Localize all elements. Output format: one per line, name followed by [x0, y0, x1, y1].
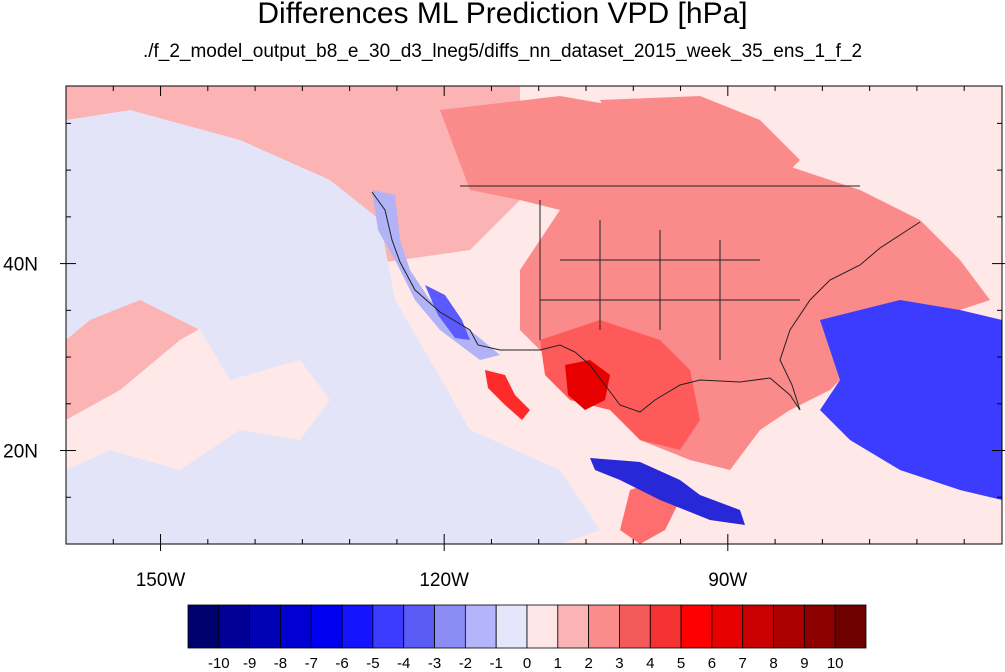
colorbar-swatch — [588, 604, 620, 649]
colorbar-swatch — [803, 604, 836, 649]
colorbar-label: -9 — [243, 655, 256, 672]
colorbar-label: 5 — [677, 655, 685, 672]
colorbar-label: -10 — [208, 655, 230, 672]
colorbar-label: -6 — [335, 655, 348, 672]
colorbar-swatch — [649, 604, 682, 649]
region-gulf-of-california-positive — [485, 370, 530, 420]
colorbar-swatch — [557, 604, 590, 649]
colorbar-label: -1 — [490, 655, 503, 672]
lat-tick-label: 20N — [3, 442, 38, 463]
colorbar-label: 9 — [800, 655, 808, 672]
colorbar-swatch — [773, 604, 805, 649]
colorbar-swatch — [680, 604, 713, 649]
colorbar-swatch — [434, 604, 466, 649]
colorbar-swatch — [341, 604, 374, 649]
map-plot-area — [66, 86, 1002, 544]
page-title: Differences ML Prediction VPD [hPa] — [257, 0, 748, 30]
colorbar-label: 0 — [523, 655, 531, 672]
page-subtitle: ./f_2_model_output_b8_e_30_d3_lneg5/diff… — [142, 41, 863, 62]
region-baja-negative — [425, 285, 470, 340]
axis-ticks — [60, 86, 1005, 551]
axis-tick-labels: 150W 120W 90W 40N 20N — [3, 255, 747, 591]
colorbar-label: 4 — [646, 655, 654, 672]
region-atlantic-negative — [820, 300, 1002, 500]
colorbar-swatch — [310, 604, 343, 649]
colorbar-label: 1 — [554, 655, 562, 672]
colorbar-swatch — [834, 604, 867, 649]
region-texas-core-positive — [565, 360, 610, 410]
colorbar-label: 7 — [739, 655, 747, 672]
lon-tick-label: 90W — [708, 570, 747, 591]
colorbar-swatch — [187, 604, 220, 649]
colorbar-swatch — [464, 604, 497, 649]
region-canada-positive — [600, 96, 800, 190]
colorbar-label: 10 — [827, 655, 844, 672]
region-west-coast-negative — [372, 190, 500, 360]
colorbar-swatch — [249, 604, 281, 649]
coastlines — [371, 185, 921, 413]
colorbar-swatch — [218, 604, 251, 649]
colorbar-label: -3 — [428, 655, 441, 672]
colorbar-swatch — [495, 604, 528, 649]
colorbar-label: -5 — [366, 655, 379, 672]
colorbar-swatch — [619, 604, 651, 649]
region-mexico-texas-positive — [540, 320, 700, 450]
colorbar-swatch — [403, 604, 435, 649]
lon-tick-label: 120W — [419, 570, 469, 591]
colorbar-swatch — [711, 604, 744, 649]
colorbar-label: -2 — [459, 655, 472, 672]
region-tropical-pacific-low-negative — [66, 110, 600, 544]
colorbar-swatch — [372, 604, 405, 649]
colorbar-label: 8 — [769, 655, 777, 672]
colorbar-label: 3 — [615, 655, 623, 672]
colorbar-label: 2 — [584, 655, 592, 672]
lon-tick-label: 150W — [136, 570, 186, 591]
colorbar-label: 6 — [708, 655, 716, 672]
colorbar-swatch — [280, 604, 312, 649]
region-caribbean-negative — [590, 458, 745, 525]
colorbar — [187, 604, 867, 649]
colorbar-labels: -10 -9 -8 -7 -6 -5 -4 -3 -2 -1 0 1 2 3 4 5 6 7 8 9 10 — [208, 655, 844, 672]
colorbar-swatch — [742, 604, 774, 649]
colorbar-label: -4 — [397, 655, 410, 672]
map-frame — [65, 85, 1003, 545]
lat-tick-label: 40N — [3, 255, 38, 276]
colorbar-label: -7 — [305, 655, 318, 672]
colorbar-label: -8 — [274, 655, 287, 672]
colorbar-swatch — [526, 604, 559, 649]
